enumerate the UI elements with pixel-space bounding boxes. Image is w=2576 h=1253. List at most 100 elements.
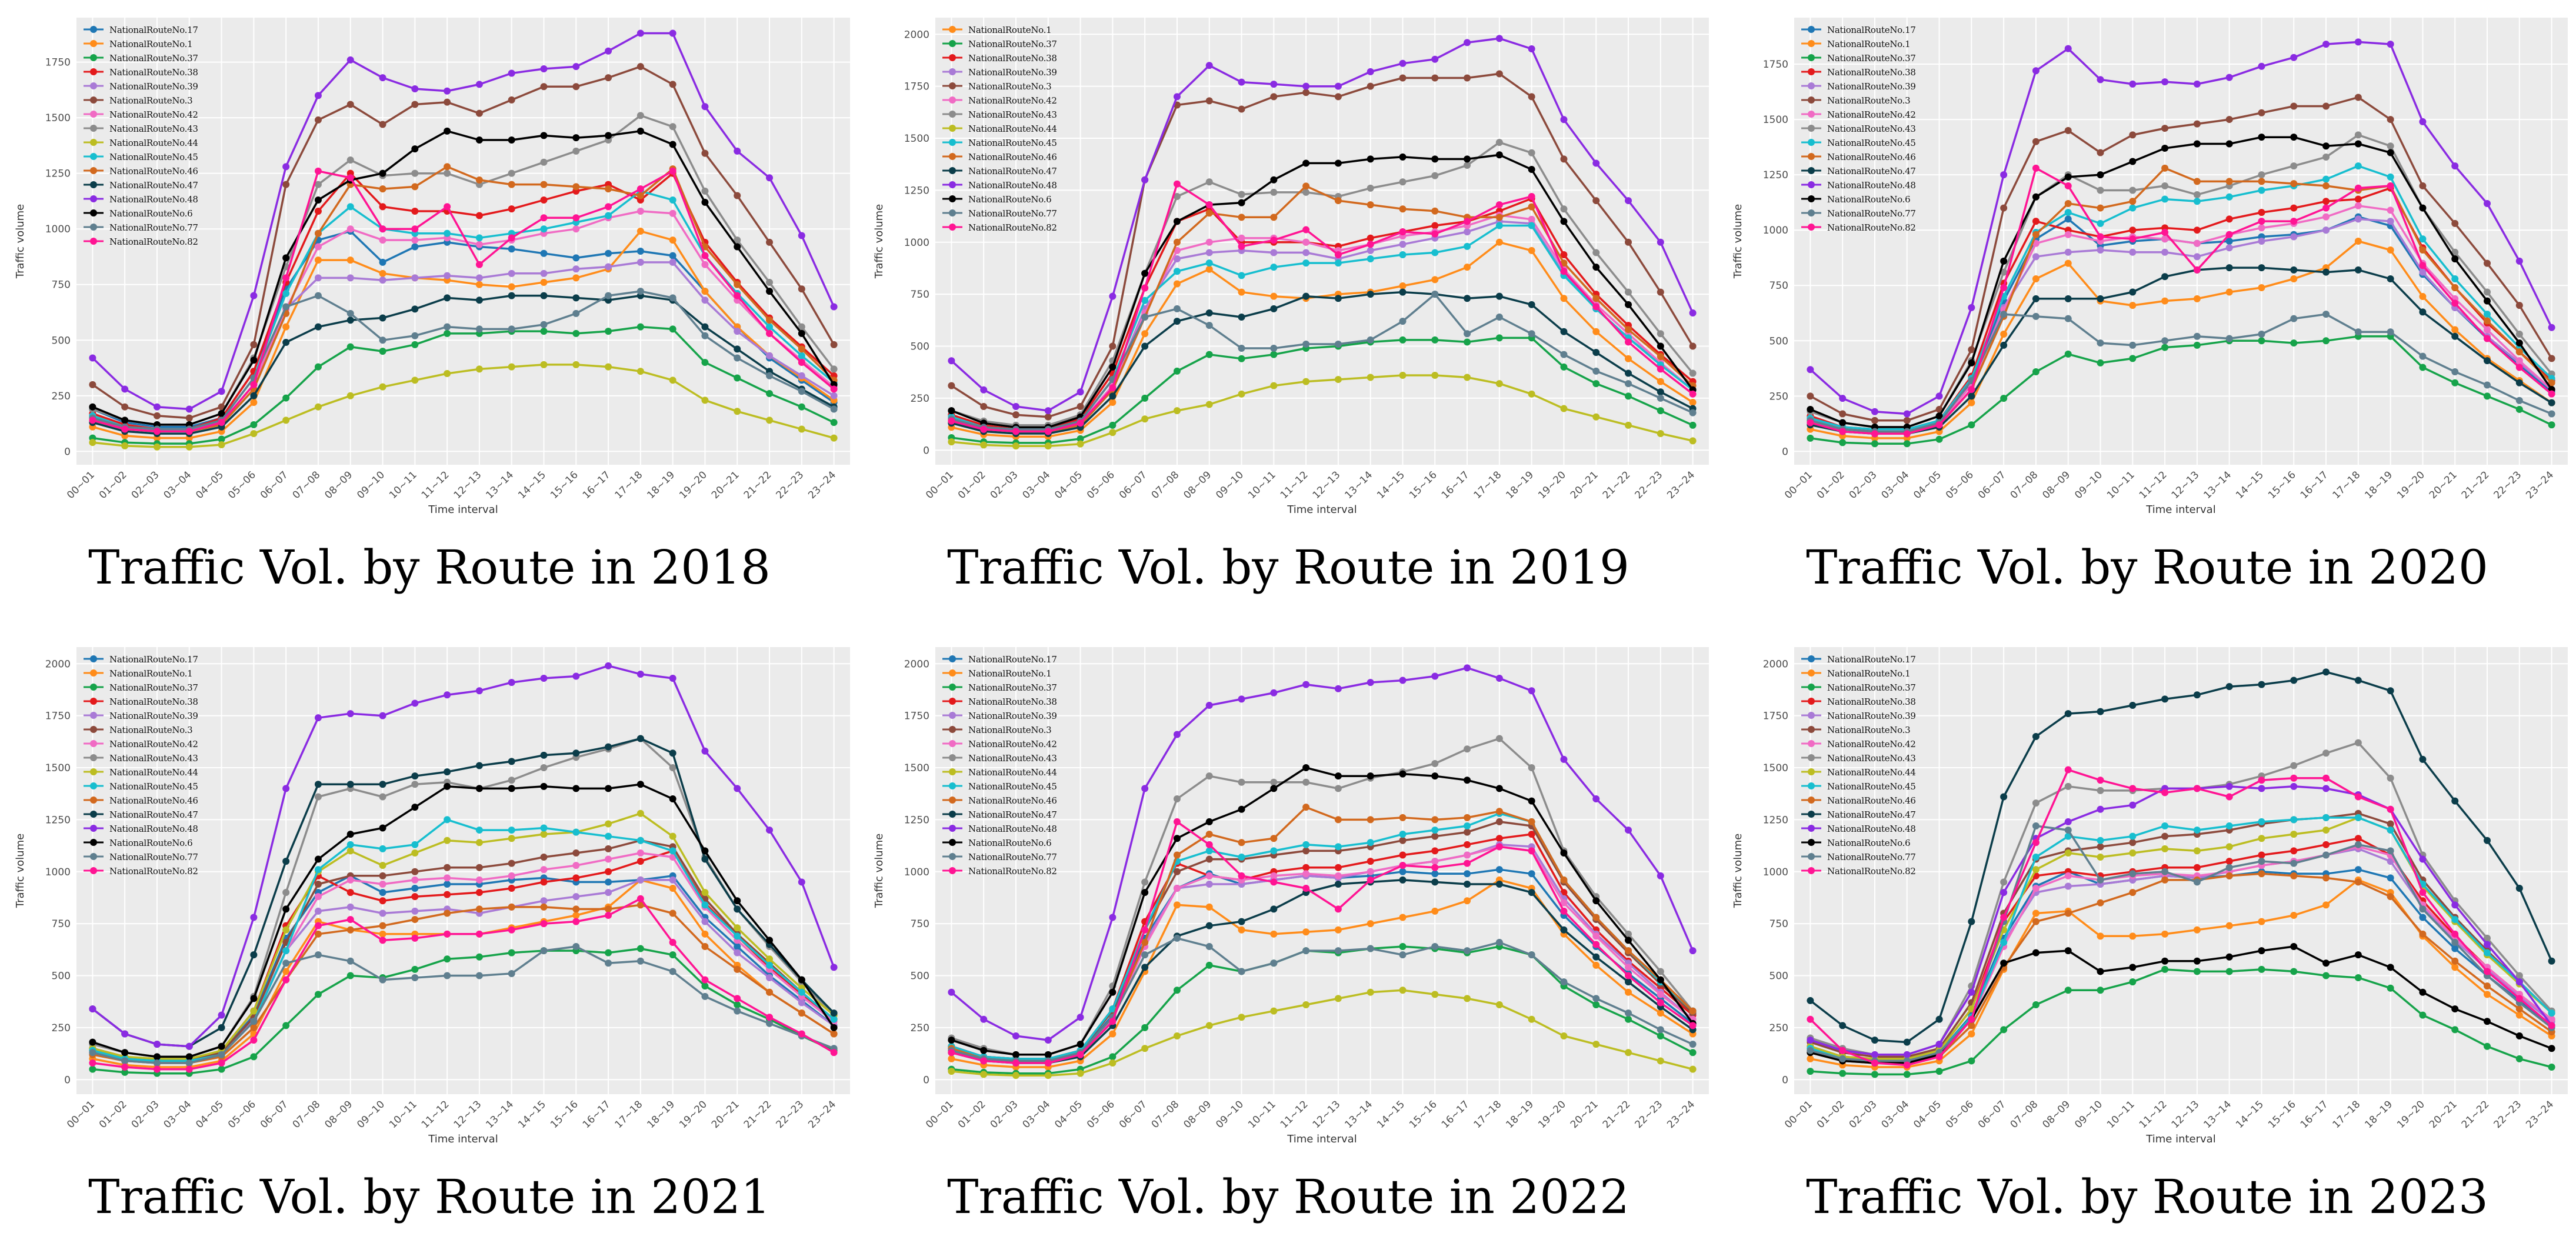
legend-marker <box>1808 768 1815 775</box>
legend-label: NationalRouteNo.48 <box>109 824 198 834</box>
series-line <box>951 197 1694 431</box>
data-point <box>379 169 386 177</box>
data-point <box>2387 847 2394 855</box>
data-point <box>2451 964 2459 971</box>
legend-label: NationalRouteNo.6 <box>968 838 1051 848</box>
data-point <box>701 918 709 925</box>
data-point <box>1495 808 1503 815</box>
legend-label: NationalRouteNo.6 <box>109 208 192 219</box>
data-point <box>153 443 161 451</box>
legend-label: NationalRouteNo.39 <box>1827 711 1916 721</box>
data-point <box>1399 770 1407 778</box>
data-point <box>636 735 644 742</box>
data-point <box>1141 926 1149 934</box>
data-point <box>572 254 580 262</box>
x-tick-label: 17~18 <box>1472 469 1504 501</box>
data-point <box>636 29 644 37</box>
data-point <box>1592 941 1600 948</box>
data-point <box>411 85 419 92</box>
x-tick-label: 19~20 <box>677 469 709 501</box>
data-point <box>2064 766 2072 774</box>
data-point <box>2322 102 2330 110</box>
data-point <box>1173 1032 1181 1040</box>
data-point <box>444 203 451 211</box>
legend-marker <box>90 726 97 733</box>
data-point <box>1367 876 1374 884</box>
data-point <box>1464 814 1471 821</box>
data-point <box>2097 149 2104 156</box>
data-point <box>1044 1051 1052 1058</box>
y-tick-label: 1000 <box>45 867 71 878</box>
legend-marker <box>90 782 97 789</box>
series-line <box>1810 879 2552 1068</box>
data-point <box>1528 951 1535 959</box>
data-point <box>1109 363 1117 371</box>
data-point <box>636 192 644 199</box>
data-point <box>2129 978 2137 986</box>
data-point <box>1109 292 1117 300</box>
data-point <box>636 258 644 266</box>
data-point <box>798 1030 805 1038</box>
x-tick-label: 05~06 <box>226 469 258 501</box>
data-point <box>282 785 290 792</box>
data-point <box>1109 1030 1117 1038</box>
data-point <box>2161 930 2169 938</box>
data-point <box>1173 180 1181 188</box>
data-point <box>2387 149 2394 156</box>
data-point <box>475 212 483 219</box>
legend-label: NationalRouteNo.39 <box>968 711 1057 721</box>
data-point <box>2097 876 2104 884</box>
data-point <box>1625 369 1632 377</box>
series-line <box>1810 240 2552 439</box>
series-line <box>951 241 1694 438</box>
x-tick-label: 10~11 <box>1246 469 1278 501</box>
data-point <box>218 410 225 418</box>
legend-label: NationalRouteNo.46 <box>968 795 1057 806</box>
data-point <box>2225 922 2233 929</box>
data-point <box>2290 218 2298 225</box>
legend-label: NationalRouteNo.37 <box>109 53 198 64</box>
data-point <box>1625 301 1632 308</box>
data-point <box>2515 348 2523 356</box>
data-point <box>766 1014 774 1021</box>
data-point <box>2322 198 2330 205</box>
data-point <box>2515 379 2523 386</box>
data-point <box>2258 264 2265 272</box>
data-point <box>2387 984 2394 992</box>
data-point <box>2354 739 2362 747</box>
data-point <box>1044 413 1052 421</box>
y-tick-label: 750 <box>911 918 929 930</box>
y-tick-label: 2000 <box>904 658 929 670</box>
data-point <box>2193 878 2201 886</box>
x-tick-label: 23~24 <box>2524 1098 2556 1131</box>
data-point <box>444 229 451 237</box>
series-line <box>951 879 1694 1068</box>
data-point <box>1464 155 1471 163</box>
data-point <box>1173 868 1181 875</box>
x-tick-label: 07~08 <box>1149 1098 1182 1131</box>
legend-label: NationalRouteNo.42 <box>1827 109 1916 120</box>
legend-label: NationalRouteNo.77 <box>109 852 198 862</box>
data-point <box>1302 378 1310 385</box>
data-point <box>218 1011 225 1019</box>
data-point <box>314 991 322 998</box>
data-point <box>89 354 96 362</box>
data-point <box>572 828 580 836</box>
data-point <box>314 167 322 175</box>
data-point <box>508 363 515 371</box>
data-point <box>2129 186 2137 194</box>
data-point <box>2193 120 2201 128</box>
data-point <box>798 323 805 331</box>
data-point <box>2129 849 2137 857</box>
legend-label: NationalRouteNo.43 <box>109 124 198 134</box>
x-tick-label: 17~18 <box>1472 1098 1504 1131</box>
data-point <box>948 1049 955 1057</box>
data-point <box>2258 284 2265 292</box>
data-point <box>2354 38 2362 46</box>
data-point <box>411 305 419 313</box>
data-point <box>475 296 483 304</box>
data-point <box>1431 291 1439 298</box>
data-point <box>1560 116 1568 124</box>
data-point <box>2097 854 2104 861</box>
data-point <box>1903 1051 1911 1058</box>
